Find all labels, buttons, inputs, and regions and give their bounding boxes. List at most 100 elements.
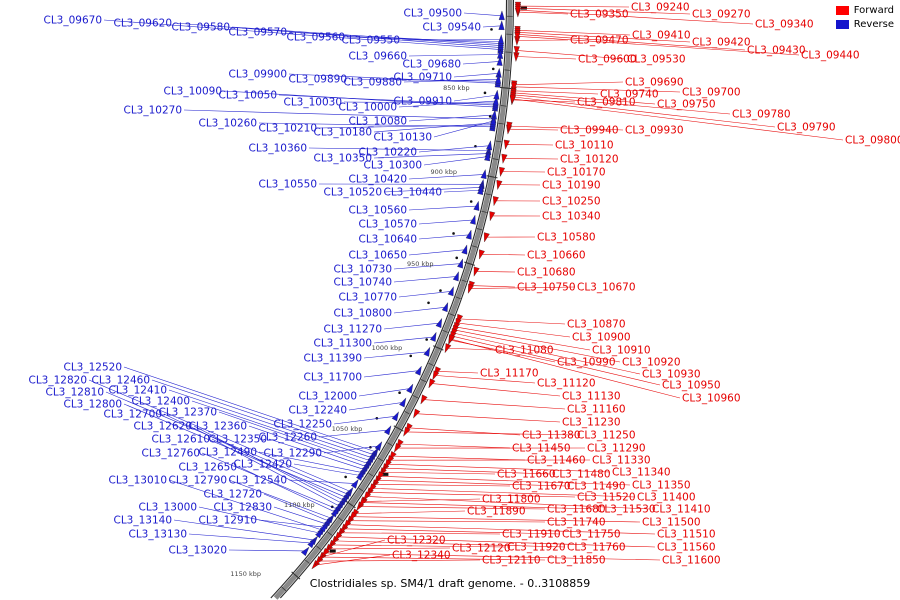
leader-line	[462, 61, 500, 65]
leader-line	[238, 466, 336, 513]
leader-line	[446, 347, 494, 351]
gene-label: CL3_11120	[537, 378, 596, 390]
minor-tick	[338, 517, 343, 522]
leader-line	[348, 78, 499, 82]
gene-arrow	[511, 82, 518, 93]
leader-line	[398, 100, 497, 108]
leader-line	[293, 463, 361, 476]
leader-line	[470, 285, 516, 288]
leader-line	[334, 540, 566, 548]
leader-line	[433, 120, 494, 138]
gene-label: CL3_11560	[657, 542, 716, 554]
minor-tick	[455, 296, 461, 300]
gene-label: CL3_10350	[313, 153, 372, 165]
gene-label: CL3_10270	[123, 105, 182, 117]
gene-arrow	[428, 378, 436, 389]
gene-label: CL3_12790	[168, 475, 227, 487]
minor-tick	[498, 122, 505, 125]
major-tick	[433, 345, 444, 351]
leader-line	[391, 455, 526, 461]
gene-label: CL3_10670	[577, 282, 636, 294]
gene-label: CL3_12810	[45, 387, 104, 399]
minor-tick	[404, 411, 410, 415]
gene-label: CL3_12650	[178, 462, 237, 474]
forward-legend-label: Forward	[853, 5, 894, 16]
gene-label: CL3_10110	[555, 140, 614, 152]
gene-label: CL3_12240	[288, 405, 347, 417]
gene-label: CL3_11660	[497, 469, 556, 481]
major-tick	[346, 501, 356, 509]
gene-label: CL3_10550	[258, 179, 317, 191]
minor-tick	[420, 379, 427, 383]
gene-label: CL3_11670	[512, 481, 571, 493]
gene-arrow	[513, 46, 520, 56]
misc-feature-dot	[455, 256, 459, 260]
leader-line	[376, 480, 566, 487]
leader-line	[258, 451, 363, 473]
gene-label: CL3_13010	[108, 475, 167, 487]
leader-line	[408, 205, 478, 211]
gene-label: CL3_10210	[258, 123, 317, 135]
gene-label: CL3_10930	[642, 369, 701, 381]
gene-arrow	[349, 511, 358, 522]
leader-line	[469, 286, 576, 289]
leader-line	[512, 96, 776, 128]
gene-label: CL3_12260	[258, 432, 317, 444]
legend-item-forward: Forward	[835, 5, 894, 16]
minor-tick	[500, 105, 507, 107]
major-tick	[464, 261, 475, 266]
gene-label: CL3_11920	[507, 542, 566, 554]
gene-arrow	[343, 519, 352, 530]
gene-label: CL3_12460	[91, 375, 150, 387]
gene-label: CL3_10220	[358, 147, 417, 159]
gene-label: CL3_11750	[562, 529, 621, 541]
gene-label: CL3_09740	[600, 89, 659, 101]
leader-line	[393, 306, 447, 314]
leader-line	[516, 50, 626, 60]
gene-label: CL3_09620	[113, 18, 172, 30]
gene-label: CL3_10000	[338, 102, 397, 114]
leader-line	[103, 19, 501, 50]
leader-line	[418, 219, 474, 225]
gene-arrow	[448, 334, 456, 345]
gene-arrow	[391, 411, 399, 422]
gene-arrow	[307, 538, 316, 549]
leader-line	[382, 471, 496, 475]
gene-label: CL3_09340	[755, 19, 814, 31]
leader-line	[168, 389, 373, 459]
leader-line	[346, 36, 502, 42]
leader-line	[517, 5, 630, 8]
leader-line	[123, 403, 347, 498]
misc-feature-dash	[382, 472, 389, 476]
gene-label: CL3_11520	[577, 492, 636, 504]
gene-label: CL3_09550	[341, 35, 400, 47]
gene-arrow	[493, 89, 500, 100]
gene-label: CL3_13140	[113, 515, 172, 527]
gene-label: CL3_10640	[358, 234, 417, 246]
gene-label: CL3_09780	[732, 109, 791, 121]
leader-line	[362, 502, 596, 510]
leader-line	[151, 379, 375, 456]
gene-label: CL3_11400	[637, 492, 696, 504]
gene-label: CL3_09750	[657, 99, 716, 111]
gene-label: CL3_09440	[801, 50, 860, 62]
gene-arrow	[503, 139, 510, 150]
gene-arrow	[399, 397, 407, 408]
minor-tick	[492, 158, 499, 160]
leader-line	[451, 335, 661, 386]
minor-tick	[327, 531, 333, 536]
minor-tick	[304, 559, 310, 564]
gene-arrow	[406, 383, 414, 394]
gene-arrow	[497, 34, 504, 44]
gene-arrow	[452, 271, 459, 282]
gene-label: CL3_13130	[128, 529, 187, 541]
leader-line	[318, 559, 481, 562]
misc-feature-dot	[398, 391, 401, 395]
gene-arrow	[432, 370, 440, 381]
gene-arrow	[356, 471, 364, 481]
gene-arrow	[498, 20, 505, 31]
leader-line	[453, 94, 497, 102]
gene-arrow	[393, 442, 402, 453]
gene-label: CL3_11380	[522, 430, 581, 442]
gene-arrow	[501, 153, 508, 164]
